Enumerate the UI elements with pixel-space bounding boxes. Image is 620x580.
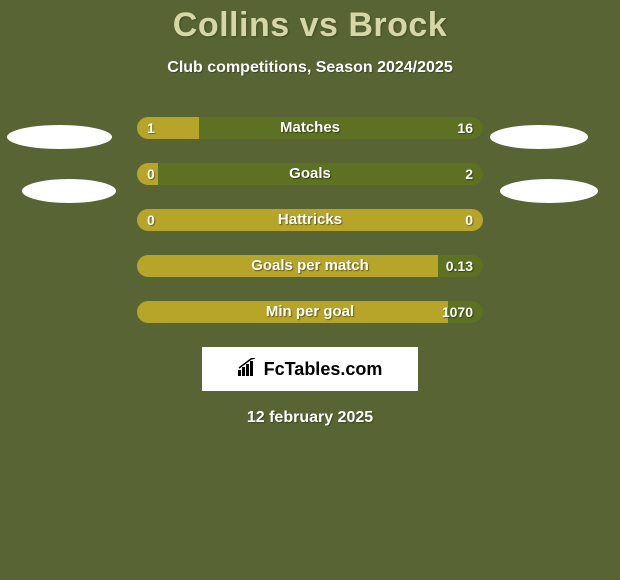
avatar-left-1: [7, 125, 112, 149]
stat-label: Min per goal: [137, 301, 483, 323]
comparison-card: Collins vs Brock Club competitions, Seas…: [0, 0, 620, 580]
chart-icon: [238, 358, 260, 381]
avatar-right-1: [490, 125, 588, 149]
stat-row: 02Goals: [137, 163, 483, 185]
avatar-left-2: [22, 179, 116, 203]
stat-label: Hattricks: [137, 209, 483, 231]
date-text: 12 february 2025: [0, 409, 620, 427]
stats-container: 116Matches 02Goals 00Hattricks 0.13Goals pe…: [137, 117, 483, 323]
page-title: Collins vs Brock: [0, 0, 620, 45]
stat-row: 0.13Goals per match: [137, 255, 483, 277]
subtitle: Club competitions, Season 2024/2025: [0, 59, 620, 77]
stat-label: Goals per match: [137, 255, 483, 277]
stat-row: 1070Min per goal: [137, 301, 483, 323]
stat-label: Goals: [137, 163, 483, 185]
brand-badge[interactable]: FcTables.com: [202, 347, 418, 391]
stat-label: Matches: [137, 117, 483, 139]
stat-row: 116Matches: [137, 117, 483, 139]
avatar-right-2: [500, 179, 598, 203]
stat-row: 00Hattricks: [137, 209, 483, 231]
brand-text: FcTables.com: [264, 359, 383, 380]
